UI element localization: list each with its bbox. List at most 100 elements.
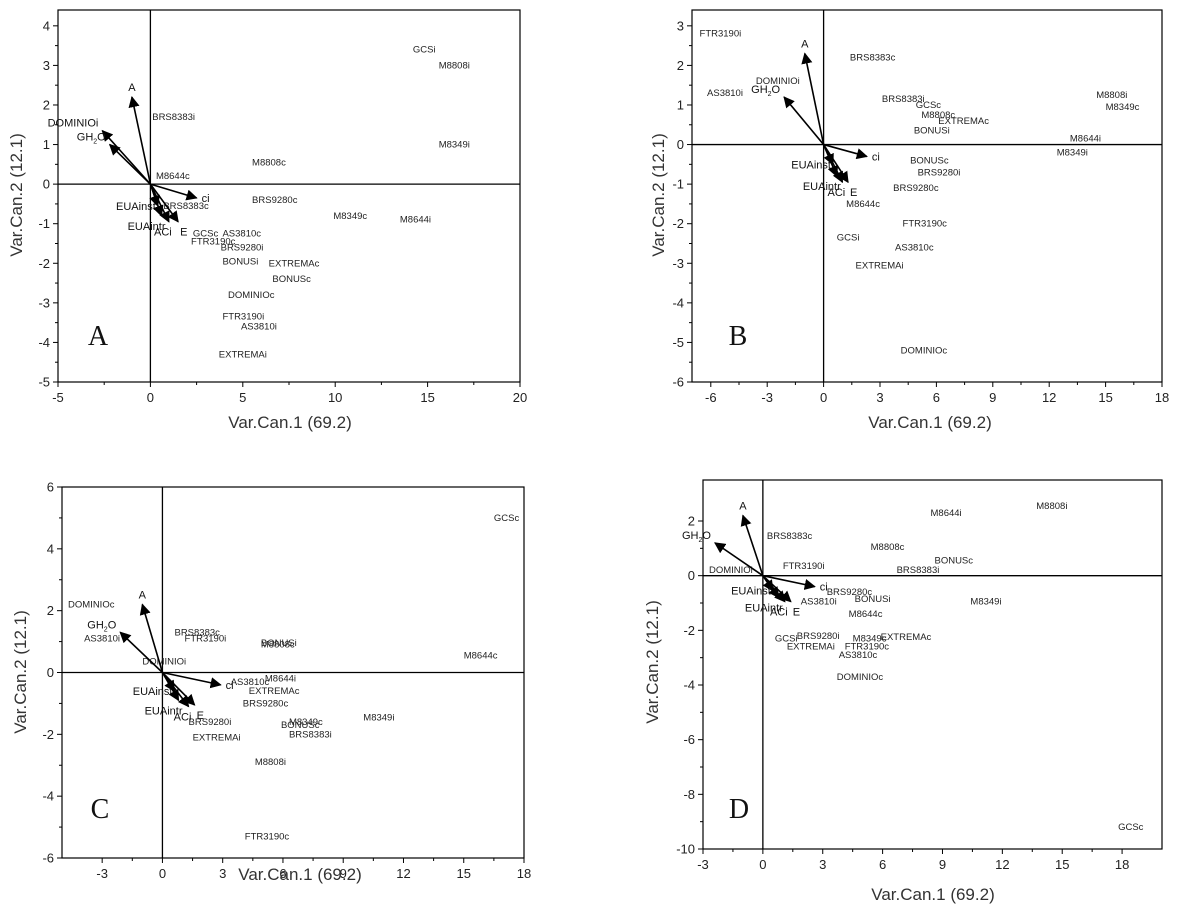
vector-label-a: A	[739, 501, 747, 513]
point-label-brs9280i: BRS9280i	[221, 242, 264, 253]
point-label-m8808i: M8808i	[439, 60, 470, 71]
y-tick-label: -5	[672, 335, 684, 350]
point-label-m8808i: M8808i	[1096, 90, 1127, 101]
vector-e	[161, 671, 196, 706]
x-tick-label: 18	[517, 866, 531, 881]
x-axis-label: Var.Can.1 (69.2)	[871, 885, 994, 904]
y-tick-label: 0	[688, 568, 695, 583]
point-label-bonusi: BONUSi	[855, 594, 891, 605]
y-tick-label: -5	[38, 375, 50, 390]
vector-label-e: E	[850, 187, 857, 199]
x-tick-label: 20	[513, 390, 527, 405]
x-tick-label: 15	[420, 390, 434, 405]
y-tick-label: 2	[677, 58, 684, 73]
y-axis-label: Var.Can.2 (12.1)	[649, 133, 668, 256]
y-tick-label: -10	[676, 842, 695, 857]
x-tick-label: 18	[1115, 857, 1129, 872]
point-label-m8808c: M8808c	[252, 157, 286, 168]
y-axis-label: Var.Can.2 (12.1)	[11, 610, 30, 733]
y-tick-label: 0	[677, 137, 684, 152]
vector-label-euaintr: EUAintr	[745, 603, 783, 615]
point-label-brs8383i: BRS8383i	[289, 729, 332, 740]
y-tick-label: -8	[683, 787, 695, 802]
x-tick-label: 15	[457, 866, 471, 881]
point-label-ftr3190c: FTR3190c	[845, 642, 890, 653]
plot-frame	[691, 9, 1163, 383]
point-label-m8808i: M8808i	[255, 757, 286, 768]
plot-frame	[702, 479, 1163, 850]
vector-label-euainst: EUAinst	[116, 201, 156, 213]
vector-label-euainst: EUAinst	[731, 586, 771, 598]
x-tick-label: 0	[159, 866, 166, 881]
vector-label-dominioi: DOMINIOi	[48, 118, 99, 130]
x-tick-label: 18	[1155, 390, 1169, 405]
panel-b: -6 -3 0 3 6 9 12 15 18-6-5-4-3-2-10123Var.Can.1 …	[649, 9, 1169, 432]
point-label-brs8383i: BRS8383i	[882, 94, 925, 105]
point-label-m8644c: M8644c	[846, 199, 880, 210]
point-label-m8349c: M8349c	[289, 717, 323, 728]
vector-label-euaintr: EUAintr	[128, 221, 166, 233]
point-label-m8644i: M8644i	[400, 215, 431, 226]
point-label-bonusc: BONUSc	[910, 155, 949, 166]
point-label-brs8383i: BRS8383i	[897, 565, 940, 576]
panel-a: -5 0 5 10 15 20 -5 -4 -3 -2 -1 0 1 2 3 4 Var.Can.1 (69.2…	[7, 9, 527, 432]
point-label-dominioc: DOMINIOc	[68, 599, 115, 610]
point-label-m8349i: M8349i	[970, 597, 1001, 608]
y-tick-label: -2	[672, 216, 684, 231]
point-label-bonusc: BONUSc	[272, 274, 311, 285]
y-tick-label: -3	[38, 295, 50, 310]
point-label-m8644i: M8644i	[265, 674, 296, 685]
y-tick-label: 2	[43, 97, 50, 112]
vector-a	[139, 603, 164, 673]
x-tick-label: 0	[147, 390, 154, 405]
vector-label-ci: ci	[820, 582, 828, 594]
point-label-brs9280c: BRS9280c	[827, 587, 873, 598]
x-axis-label: Var.Can.1 (69.2)	[228, 413, 351, 432]
vector-label-ci: ci	[872, 151, 880, 163]
panel-label: A	[88, 321, 109, 352]
point-label-brs8383c: BRS8383c	[163, 201, 209, 212]
vector-label-aci: ACi	[174, 712, 192, 724]
x-tick-label: 6	[879, 857, 886, 872]
point-label-extremac: EXTREMAc	[249, 686, 300, 697]
y-tick-label: -6	[42, 851, 54, 866]
point-label-brs9280c: BRS9280c	[893, 183, 939, 194]
vector-ci	[823, 143, 868, 160]
point-label-m8644c: M8644c	[849, 609, 883, 620]
vector-e	[149, 183, 179, 223]
point-label-m8808c: M8808c	[871, 542, 905, 553]
vector-gh2o	[119, 631, 163, 674]
x-tick-label: 9	[989, 390, 996, 405]
vector-ci	[162, 671, 222, 689]
vector-label-ci: ci	[202, 193, 210, 205]
y-axis-label: Var.Can.2 (12.1)	[7, 133, 26, 256]
y-tick-label: -1	[672, 177, 684, 192]
vector-label-a: A	[128, 82, 136, 94]
y-tick-label: -2	[42, 727, 54, 742]
point-label-ftr3190i: FTR3190i	[700, 29, 742, 40]
point-label-m8349c: M8349c	[853, 634, 887, 645]
y-tick-label: 1	[43, 137, 50, 152]
panel-label: B	[729, 321, 748, 352]
x-tick-label: -5	[52, 390, 64, 405]
x-tick-label: -6	[705, 390, 717, 405]
vector-label-ci: ci	[226, 680, 234, 692]
panel-label: D	[729, 794, 749, 825]
x-axis-label: Var.Can.1 (69.2)	[868, 413, 991, 432]
point-label-bonusi: BONUSi	[261, 638, 297, 649]
point-label-as3810c: AS3810c	[839, 650, 878, 661]
point-label-bonusi: BONUSi	[222, 256, 258, 267]
y-tick-label: 0	[47, 665, 54, 680]
vector-label-gh2o: GH2O	[87, 619, 116, 633]
point-label-gcsc: GCSc	[916, 100, 942, 111]
point-label-m8808c: M8808c	[921, 110, 955, 121]
point-label-ftr3190c: FTR3190c	[903, 219, 948, 230]
vector-label-a: A	[801, 39, 809, 51]
y-tick-label: 3	[43, 58, 50, 73]
x-tick-label: 6	[279, 866, 286, 881]
point-label-ftr3190i: FTR3190i	[222, 312, 264, 323]
point-label-m8349i: M8349i	[439, 140, 470, 151]
y-tick-label: 3	[677, 18, 684, 33]
y-tick-label: -4	[672, 295, 684, 310]
vector-gh2o	[714, 542, 764, 577]
